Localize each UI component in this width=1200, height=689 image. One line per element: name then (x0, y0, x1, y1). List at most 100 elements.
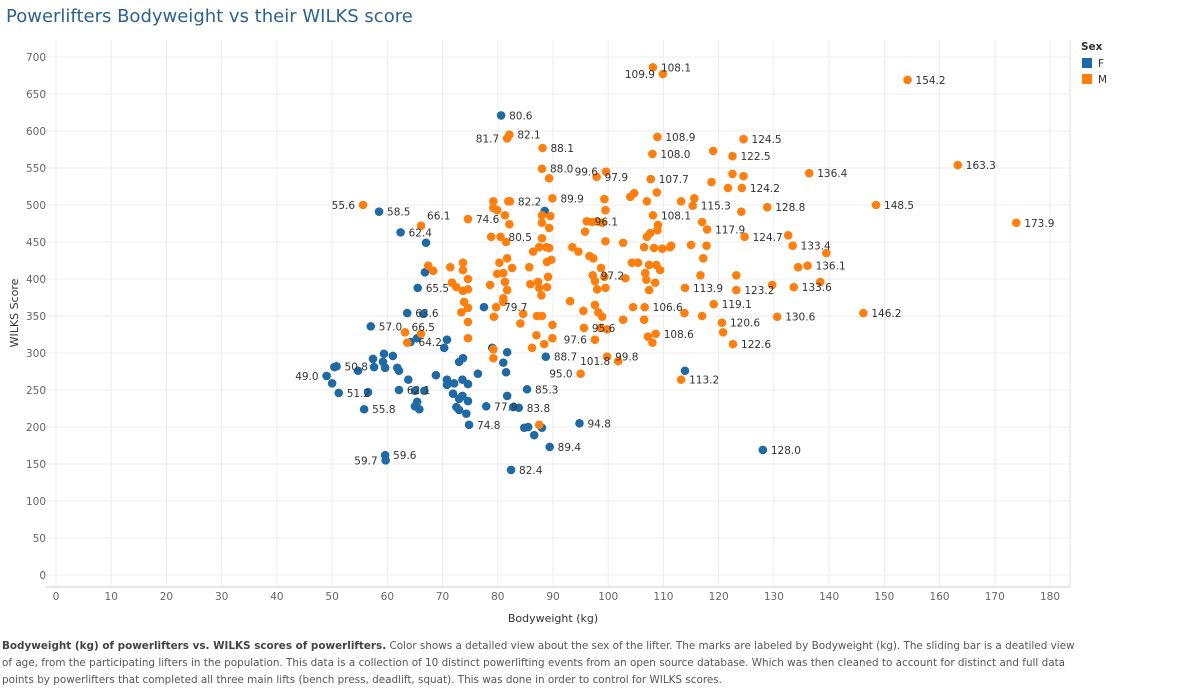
point-m[interactable] (537, 311, 547, 321)
point-f[interactable] (322, 371, 331, 381)
point-m[interactable] (458, 265, 468, 275)
point-f[interactable] (394, 385, 404, 395)
point-m[interactable] (526, 279, 535, 289)
point-m[interactable] (534, 242, 544, 252)
point-m[interactable] (629, 188, 639, 198)
point-m[interactable] (537, 211, 547, 220)
point-m[interactable] (524, 262, 534, 272)
point-m[interactable] (688, 201, 698, 211)
point-f[interactable] (442, 380, 452, 390)
point-m[interactable] (793, 262, 803, 272)
point-m[interactable] (544, 174, 554, 183)
point-m[interactable] (702, 225, 712, 234)
point-f[interactable] (449, 379, 459, 388)
point-m[interactable] (871, 200, 881, 210)
point-m[interactable] (601, 167, 611, 176)
point-m[interactable] (486, 232, 496, 242)
point-m[interactable] (507, 263, 517, 273)
point-m[interactable] (590, 300, 600, 310)
point-m[interactable] (518, 309, 528, 319)
point-m[interactable] (642, 197, 652, 206)
point-m[interactable] (633, 258, 643, 268)
point-f[interactable] (502, 391, 512, 401)
point-m[interactable] (428, 266, 438, 276)
point-m[interactable] (602, 325, 612, 334)
point-f[interactable] (481, 401, 491, 411)
point-f[interactable] (404, 375, 413, 384)
point-m[interactable] (648, 149, 657, 159)
point-m[interactable] (495, 258, 504, 268)
legend-label-f[interactable]: F (1098, 58, 1104, 70)
point-m[interactable] (666, 241, 676, 250)
point-m[interactable] (717, 318, 727, 327)
point-f[interactable] (413, 283, 423, 293)
point-m[interactable] (534, 283, 544, 293)
point-m[interactable] (789, 282, 799, 292)
point-m[interactable] (532, 330, 541, 340)
point-m[interactable] (655, 265, 665, 275)
legend-label-m[interactable]: M (1098, 74, 1107, 86)
point-m[interactable] (596, 323, 605, 333)
point-f[interactable] (680, 366, 690, 376)
point-m[interactable] (400, 327, 410, 337)
point-m[interactable] (644, 285, 654, 295)
point-f[interactable] (420, 268, 430, 277)
point-m[interactable] (416, 221, 426, 231)
point-f[interactable] (463, 396, 473, 406)
point-m[interactable] (737, 207, 746, 216)
point-m[interactable] (601, 283, 610, 293)
point-m[interactable] (537, 234, 547, 243)
point-m[interactable] (676, 197, 686, 206)
point-f[interactable] (479, 302, 489, 312)
point-f[interactable] (380, 363, 390, 373)
point-m[interactable] (501, 237, 511, 247)
point-m[interactable] (648, 211, 658, 220)
point-m[interactable] (783, 231, 793, 240)
point-m[interactable] (489, 353, 498, 363)
point-m[interactable] (627, 258, 637, 268)
point-m[interactable] (707, 177, 716, 187)
point-m[interactable] (640, 302, 649, 312)
point-m[interactable] (457, 308, 466, 317)
point-m[interactable] (580, 227, 590, 236)
point-m[interactable] (576, 369, 585, 379)
point-m[interactable] (547, 255, 556, 265)
point-m[interactable] (804, 168, 814, 178)
point-m[interactable] (544, 223, 554, 233)
point-m[interactable] (639, 315, 649, 325)
point-m[interactable] (658, 69, 668, 79)
point-m[interactable] (528, 247, 538, 256)
point-m[interactable] (463, 303, 473, 313)
point-f[interactable] (379, 349, 389, 359)
point-m[interactable] (676, 375, 686, 384)
point-m[interactable] (822, 248, 831, 258)
point-m[interactable] (737, 183, 747, 193)
point-m[interactable] (702, 241, 711, 250)
point-m[interactable] (739, 171, 748, 181)
point-m[interactable] (452, 282, 461, 292)
point-m[interactable] (502, 134, 512, 143)
point-m[interactable] (489, 345, 498, 354)
point-f[interactable] (506, 465, 516, 475)
point-m[interactable] (708, 146, 718, 156)
point-m[interactable] (463, 317, 473, 327)
point-f[interactable] (396, 228, 405, 237)
point-f[interactable] (463, 379, 473, 389)
point-m[interactable] (686, 240, 696, 250)
point-m[interactable] (903, 75, 912, 85)
point-m[interactable] (592, 172, 601, 182)
point-f[interactable] (499, 358, 508, 367)
point-m[interactable] (516, 319, 525, 328)
point-f[interactable] (420, 386, 429, 396)
point-m[interactable] (723, 183, 733, 193)
point-m[interactable] (489, 197, 498, 206)
point-f[interactable] (758, 445, 768, 455)
point-m[interactable] (445, 262, 455, 272)
point-m[interactable] (463, 214, 473, 224)
point-m[interactable] (803, 261, 812, 270)
point-m[interactable] (502, 285, 512, 295)
point-f[interactable] (388, 351, 398, 361)
point-m[interactable] (590, 335, 600, 344)
point-m[interactable] (709, 299, 718, 309)
point-f[interactable] (496, 111, 506, 120)
